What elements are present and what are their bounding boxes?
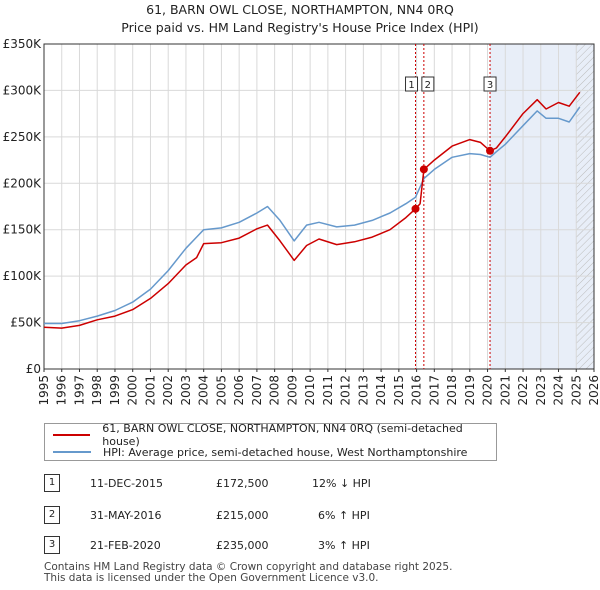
transaction-number-box [421, 76, 435, 92]
x-tick-label: 2017 [427, 375, 441, 406]
footer-licence: This data is licensed under the Open Gov… [44, 572, 379, 584]
transaction-number-label: 3 [487, 80, 493, 91]
x-tick-label: 2003 [179, 375, 193, 406]
x-tick-label: 2008 [268, 375, 282, 406]
transaction-point [419, 165, 428, 174]
x-tick-label: 2012 [339, 375, 353, 406]
price-chart: £0 £50K £100K £150K £200K £250K £300K £350K 1995… [3, 37, 600, 406]
x-tick-label: 2006 [232, 375, 246, 406]
transaction-hpi: 12% ↓ HPI [312, 477, 371, 490]
x-tick-label: 2021 [498, 375, 512, 406]
chart-title-line1: 61, BARN OWL CLOSE, NORTHAMPTON, NN4 0RQ [146, 2, 454, 17]
transaction-hpi: 6% ↑ HPI [318, 509, 370, 522]
x-tick-label: 2019 [463, 375, 477, 406]
transaction-badge: 1 [44, 474, 60, 492]
x-tick-label: 2011 [321, 375, 335, 406]
transaction-date: 31-MAY-2016 [90, 509, 162, 522]
x-tick-label: 1997 [72, 375, 86, 406]
footer-notice: Contains HM Land Registry data © Crown c… [44, 562, 452, 584]
x-tick-label: 2015 [392, 375, 406, 406]
property-price-line [43, 91, 581, 329]
plot-border [43, 43, 595, 370]
y-tick-label: £200K [3, 176, 43, 190]
x-tick-label: 2001 [143, 375, 157, 406]
y-tick-label: £150K [3, 223, 43, 237]
x-tick-label: 2005 [214, 375, 228, 406]
y-tick-label: £350K [3, 37, 43, 51]
transaction-number-label: 1 [408, 80, 414, 91]
x-tick-label: 2004 [197, 375, 211, 406]
x-tick-label: 2002 [161, 375, 175, 406]
footer-copyright: Contains HM Land Registry data © Crown c… [44, 561, 453, 573]
legend-item-property: 61, BARN OWL CLOSE, NORTHAMPTON, NN4 0RQ… [53, 422, 496, 448]
x-tick-label: 1998 [90, 375, 104, 406]
transaction-price: £215,000 [216, 509, 269, 522]
x-tick-label: 2010 [303, 375, 317, 406]
x-tick-label: 2022 [516, 375, 530, 406]
x-tick-label: 2024 [552, 375, 566, 406]
x-tick-label: 1999 [108, 375, 122, 406]
x-tick-label: 1995 [37, 375, 51, 406]
legend-label-hpi: HPI: Average price, semi-detached house,… [103, 445, 468, 459]
x-tick-label: 2009 [285, 375, 299, 406]
x-tick-label: 2000 [126, 375, 140, 406]
forecast-hatch [576, 44, 594, 369]
legend-label-property: 61, BARN OWL CLOSE, NORTHAMPTON, NN4 0RQ… [102, 422, 463, 448]
transaction-price: £172,500 [216, 477, 269, 490]
x-tick-label: 2018 [445, 375, 459, 406]
transaction-badge: 3 [44, 536, 60, 554]
transaction-hpi: 3% ↑ HPI [318, 539, 370, 552]
y-tick-label: £100K [3, 269, 43, 283]
x-tick-label: 2023 [534, 375, 548, 406]
y-tick-label: £50K [10, 316, 42, 330]
legend-item-hpi: HPI: Average price, semi-detached house,… [53, 444, 467, 460]
transaction-point [486, 146, 495, 155]
transaction-point [411, 204, 420, 213]
transaction-number-box [483, 76, 497, 92]
transaction-number-box [405, 76, 419, 92]
x-tick-label: 2007 [250, 375, 264, 406]
x-tick-label: 2013 [356, 375, 370, 406]
legend-swatch-hpi [53, 451, 91, 453]
y-tick-label: £0 [26, 362, 41, 376]
x-tick-label: 2020 [481, 375, 495, 406]
hpi-line [44, 106, 581, 325]
y-tick-label: £300K [3, 83, 43, 97]
transaction-price: £235,000 [216, 539, 269, 552]
transaction-date: 21-FEB-2020 [90, 539, 161, 552]
y-tick-label: £250K [3, 130, 43, 144]
transaction-date: 11-DEC-2015 [90, 477, 164, 490]
legend-swatch-property [53, 434, 91, 436]
x-tick-label: 2025 [569, 375, 583, 406]
x-tick-label: 2016 [410, 375, 424, 406]
x-tick-label: 2014 [374, 375, 388, 406]
legend: 61, BARN OWL CLOSE, NORTHAMPTON, NN4 0RQ… [44, 422, 497, 461]
x-tick-label: 2026 [587, 375, 600, 406]
transaction-number-label: 2 [425, 80, 431, 91]
chart-title-line2: Price paid vs. HM Land Registry's House … [121, 20, 479, 35]
transaction-badge: 2 [44, 506, 60, 524]
x-tick-label: 1996 [55, 375, 69, 406]
